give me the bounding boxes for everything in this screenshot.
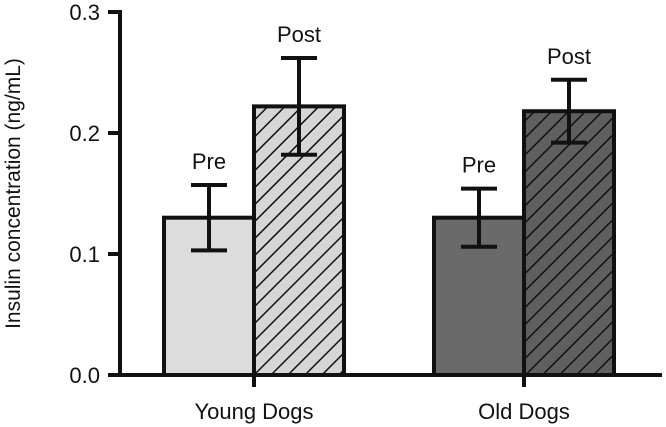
bar-label-pre: Pre — [192, 149, 226, 174]
bar-label-post: Post — [547, 44, 591, 69]
bar-post — [522, 109, 616, 377]
y-tick-label: 0.3 — [69, 0, 100, 25]
bar-label-pre: Pre — [462, 153, 496, 178]
x-axis-ticks: Young Dogs Old Dogs — [194, 375, 570, 424]
error-bar — [281, 55, 317, 157]
y-axis-title: Insulin concentration (ng/mL) — [2, 58, 25, 329]
y-tick-label: 0.0 — [69, 363, 100, 388]
error-bar — [461, 186, 497, 249]
y-axis-ticks: 0.0 0.1 0.2 0.3 — [69, 0, 120, 388]
category-label: Young Dogs — [194, 399, 313, 424]
bar-label-post: Post — [277, 22, 321, 47]
bars-group: Pre Post Pre Post — [162, 22, 616, 377]
error-bar — [191, 183, 227, 253]
error-bar — [551, 77, 587, 145]
category-label: Old Dogs — [478, 399, 570, 424]
y-tick-label: 0.1 — [69, 242, 100, 267]
y-tick-label: 0.2 — [69, 121, 100, 146]
